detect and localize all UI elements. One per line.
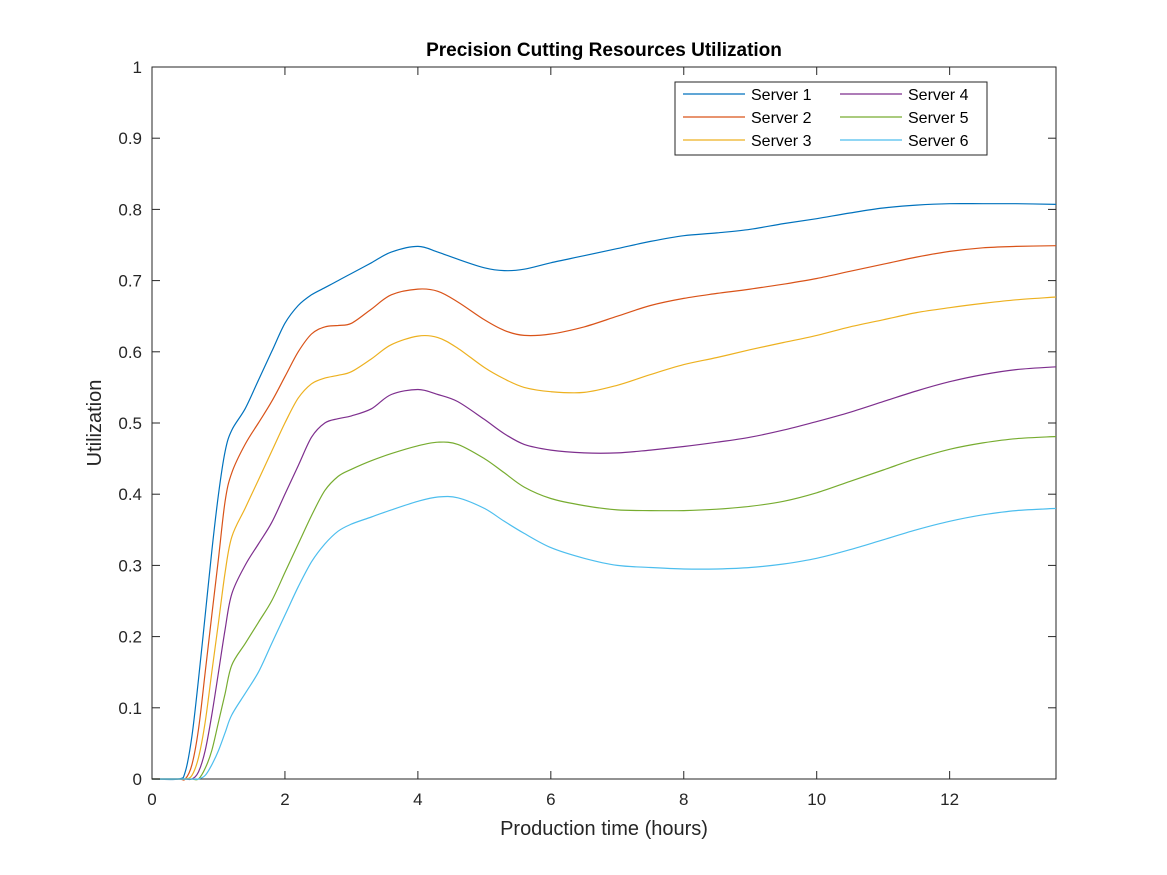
series-line-3 [152,296,1057,780]
x-tick-label: 10 [807,790,826,809]
legend-label-3: Server 3 [751,133,812,150]
x-tick-label: 4 [413,790,422,809]
chart-title: Precision Cutting Resources Utilization [426,40,782,61]
x-tick-label: 12 [940,790,959,809]
y-tick-label: 0.5 [118,414,142,433]
series-line-2 [152,245,1057,781]
y-tick-label: 0.8 [118,200,142,219]
y-tick-label: 0.7 [118,272,142,291]
y-tick-label: 0 [133,770,142,789]
y-axis-ticks: 0 0.1 0.2 0.3 0.4 0.5 0.6 0.7 0.8 0.9 1 [118,58,1056,789]
x-tick-label: 0 [147,790,156,809]
x-tick-label: 2 [280,790,289,809]
series-line-6 [152,495,1057,780]
plot-area: 0 2 4 6 8 10 12 0 0.1 0.2 0.3 0.4 0.5 0.6 0.7 0.8 0.9 1 [118,58,1057,809]
y-tick-label: 0.1 [118,699,142,718]
x-axis-ticks: 0 2 4 6 8 10 12 [147,67,959,809]
legend-label-1: Server 1 [751,87,812,104]
series-line-1 [151,203,1057,781]
y-tick-label: 0.4 [118,485,142,504]
y-tick-label: 1 [133,58,142,77]
x-axis-label: Production time (hours) [500,818,708,840]
y-tick-label: 0.9 [118,129,142,148]
legend: Server 1 Server 2 Server 3 Server 4 Server 5… [674,81,988,156]
series-line-4 [152,366,1057,781]
axes-box [151,66,1057,780]
legend-label-6: Server 6 [908,133,969,150]
y-tick-label: 0.3 [118,556,142,575]
y-tick-label: 0.2 [118,628,142,647]
legend-label-5: Server 5 [908,110,969,127]
series-line-5 [152,435,1057,781]
y-tick-label: 0.6 [118,343,142,362]
legend-label-2: Server 2 [751,110,812,127]
x-tick-label: 8 [679,790,688,809]
y-axis-label: Utilization [84,380,106,467]
x-tick-label: 6 [546,790,555,809]
legend-label-4: Server 4 [908,87,969,104]
series-layer [151,203,1057,781]
